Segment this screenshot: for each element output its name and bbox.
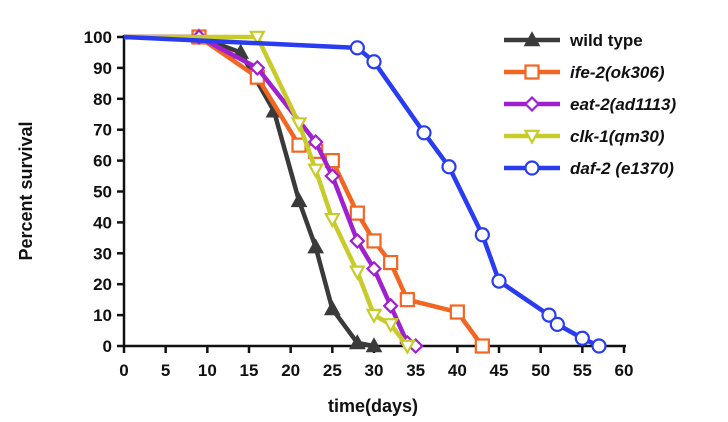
legend-swatch-marker [524,64,540,80]
data-point [365,337,383,353]
data-point [591,338,607,354]
y-tick-label: 80 [93,90,112,109]
y-tick-label: 90 [93,59,112,78]
legend-item-4: clk-1(qm30) [504,127,665,146]
data-point [416,125,432,141]
x-tick-label: 25 [323,361,342,380]
legend-swatch-marker [523,31,541,47]
y-axis-title: Percent survival [16,121,36,260]
data-point [324,167,341,185]
x-tick-label: 0 [119,361,128,380]
data-point [398,339,416,355]
data-point [366,233,382,249]
data-point [541,307,557,323]
data-point [574,330,590,346]
legend-label: clk-1(qm30) [570,127,665,146]
x-tick-label: 50 [531,361,550,380]
series-line [124,34,410,348]
data-point [307,238,325,254]
data-point [549,316,565,332]
series-line [124,34,417,349]
data-point [474,338,490,354]
series-layer [123,28,607,355]
data-point [366,54,382,70]
series-5 [123,34,607,354]
x-tick-label: 10 [198,361,217,380]
data-point [441,159,457,175]
y-tick-label: 70 [93,121,112,140]
data-point [307,134,324,151]
legend-label: daf-2 (e1370) [570,159,674,178]
legend-swatch-marker [524,160,540,176]
x-tick-label: 30 [365,361,384,380]
y-tick-label: 20 [93,275,112,294]
legend-item-2: ife-2(ok306) [504,63,665,82]
legend-item-5: daf-2 (e1370) [504,159,674,178]
data-point [290,117,308,133]
x-tick-label: 5 [161,361,170,380]
data-point [349,40,365,56]
series-3 [124,28,424,355]
data-point [399,292,415,308]
data-point [474,227,490,243]
series-4 [124,30,416,355]
x-tick-label: 15 [240,361,259,380]
legend-label: wild type [569,31,643,50]
data-point [307,163,325,179]
data-point [365,260,383,277]
legend-item-1: wild type [504,31,643,50]
x-axis-title: time(days) [328,396,418,416]
y-tick-label: 60 [93,152,112,171]
y-tick-label: 10 [93,306,112,325]
data-point [491,273,507,289]
y-tick-label: 0 [103,337,112,356]
data-point [290,192,308,208]
x-tick-label: 20 [281,361,300,380]
legend-item-3: eat-2(ad1113) [504,95,676,114]
data-point [449,304,465,320]
data-point [249,59,266,76]
x-tick-label: 40 [448,361,467,380]
data-point [248,30,266,46]
data-point [383,254,399,271]
x-tick-label: 35 [406,361,425,380]
series-2 [124,29,490,354]
data-point [323,213,341,229]
legend-label: eat-2(ad1113) [570,95,676,114]
data-point [348,334,366,350]
x-tick-label: 60 [615,361,634,380]
series-line [124,34,485,348]
data-point [349,232,366,249]
y-tick-label: 100 [84,28,112,47]
y-tick-label: 40 [93,213,112,232]
data-point [382,297,399,314]
x-tick-label: 55 [573,361,592,380]
data-point [348,265,366,281]
axes: 0 10 20 30 40 50 60 70 80 90 100 0 5 10 15 20 25 30 35 40 45… [84,28,634,380]
data-point [382,318,400,334]
legend-swatch-marker [523,95,541,113]
data-point [323,300,341,316]
data-point [365,308,383,324]
y-tick-label: 30 [93,244,112,263]
x-tick-label: 45 [490,361,509,380]
y-tick-label: 50 [93,183,112,202]
data-point [349,205,365,221]
legend: wild type ife-2(ok306) eat-2(ad1113) clk-1(… [504,31,676,178]
legend-label: ife-2(ok306) [570,63,665,82]
legend-swatch-marker [523,129,541,145]
series-line [123,34,600,349]
